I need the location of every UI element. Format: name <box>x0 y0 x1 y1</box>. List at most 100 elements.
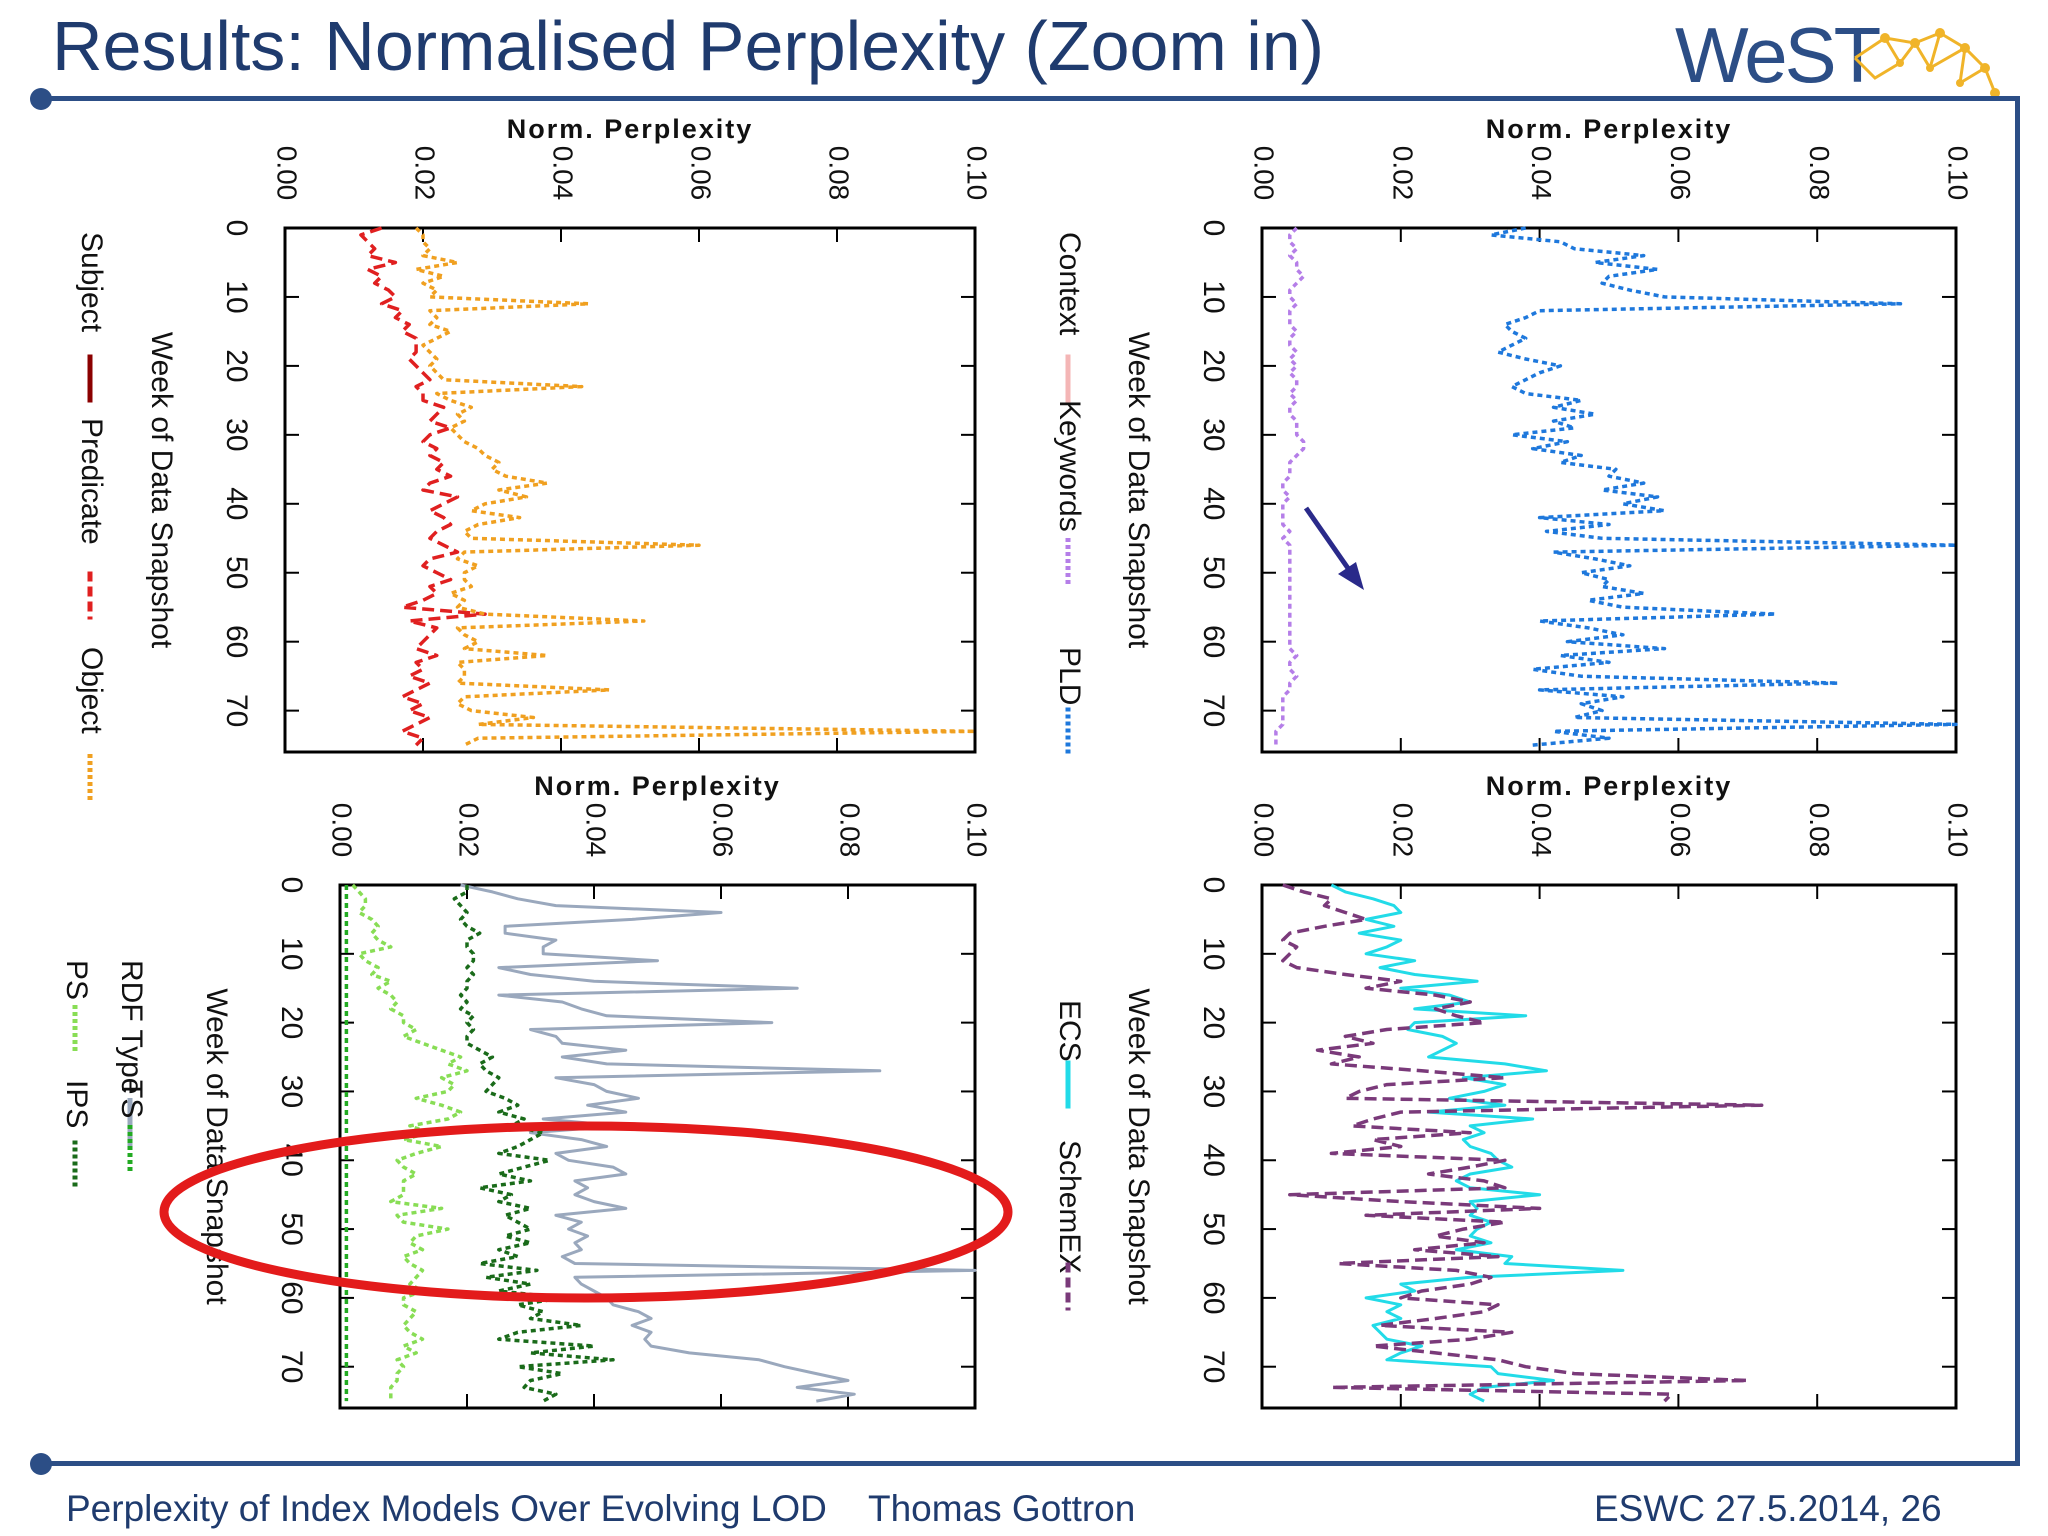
arrow-shaft <box>1303 506 1355 576</box>
legend-label: ECS <box>1053 1000 1086 1062</box>
west-logo: WeST <box>1675 8 2005 108</box>
value-tick-label: 0.04 <box>1526 803 1557 858</box>
week-tick-label: 30 <box>1197 1075 1230 1108</box>
bottom-rule <box>40 1461 2020 1466</box>
footer-author: Thomas Gottron <box>868 1488 1136 1529</box>
week-tick-label: 10 <box>1197 280 1230 313</box>
week-tick-label: 60 <box>1197 1281 1230 1314</box>
value-tick-label: 0.00 <box>272 146 303 201</box>
footer-talk-title: Perplexity of Index Models Over Evolving… <box>66 1488 827 1529</box>
week-tick-label: 70 <box>1197 1350 1230 1383</box>
week-tick-label: 70 <box>220 694 253 727</box>
annotation-arrow <box>1303 506 1364 590</box>
week-tick-label: 40 <box>1197 1144 1230 1177</box>
week-tick-label: 0 <box>1197 877 1230 894</box>
week-tick-label: 20 <box>1197 1006 1230 1039</box>
week-tick-label: 40 <box>1197 487 1230 520</box>
week-tick-label: 50 <box>275 1212 308 1245</box>
axis-title-value: Norm. Perplexity <box>1486 114 1733 144</box>
value-tick-label: 0.06 <box>686 146 717 201</box>
series-rdf-type <box>460 883 977 1403</box>
chart-top-left: Norm. Perplexity 0.00 0.02 0.04 0.06 0.08 0.10… <box>75 114 993 802</box>
value-tick-label: 0.10 <box>962 803 993 858</box>
legend-label: Context <box>1053 232 1086 336</box>
week-tick-label: 50 <box>1197 556 1230 589</box>
legend-label: RDF Type <box>115 960 148 1095</box>
series-ecs <box>1330 883 1625 1403</box>
legend-label: Object <box>75 647 108 734</box>
arrow-head <box>1338 562 1364 590</box>
week-tick-label: 30 <box>1197 418 1230 451</box>
legend-label: Predicate <box>75 418 108 545</box>
axis-title-value: Norm. Perplexity <box>507 114 754 144</box>
week-tick-label: 0 <box>275 877 308 894</box>
value-tick-label: 0.06 <box>708 803 739 858</box>
value-tick-label: 0.06 <box>1665 803 1696 858</box>
right-rule <box>2015 96 2020 1466</box>
value-tick-label: 0.00 <box>327 803 358 858</box>
series-ips <box>452 885 615 1403</box>
series-object <box>414 226 977 747</box>
axis-title-week: Week of Data Snapshot <box>1122 332 1155 649</box>
bottom-rule-dot <box>30 1453 52 1475</box>
value-tick-label: 0.10 <box>962 146 993 201</box>
series-schemex <box>1281 883 1764 1403</box>
week-tick-label: 60 <box>275 1281 308 1314</box>
week-tick-label: 70 <box>1197 694 1230 727</box>
logo-text: WeST <box>1675 11 1881 99</box>
top-rule <box>40 96 2020 101</box>
week-tick-label: 70 <box>275 1350 308 1383</box>
week-tick-label: 20 <box>1197 349 1230 382</box>
axis-title-week: Week of Data Snapshot <box>1122 988 1155 1305</box>
week-tick-label: 10 <box>275 937 308 970</box>
value-tick-label: 0.02 <box>1387 146 1418 201</box>
value-tick-label: 0.00 <box>1249 803 1280 858</box>
network-graphic-icon <box>1853 28 2000 98</box>
value-tick-label: 0.08 <box>1804 803 1835 858</box>
axis-title-week: Week of Data Snapshot <box>145 332 178 649</box>
week-tick-label: 40 <box>220 487 253 520</box>
plot-frame <box>1260 226 1958 754</box>
week-tick-label: 60 <box>220 625 253 658</box>
value-tick-label: 0.04 <box>548 146 579 201</box>
value-tick-label: 0.10 <box>1943 146 1974 201</box>
legend-label: Subject <box>75 232 108 333</box>
value-tick-label: 0.02 <box>1387 803 1418 858</box>
legend-label: PLD <box>1053 647 1086 705</box>
week-tick-label: 30 <box>220 418 253 451</box>
legend-label: TS <box>115 1080 148 1118</box>
legend-label: SchemEX <box>1053 1140 1086 1273</box>
week-tick-label: 50 <box>1197 1212 1230 1245</box>
axis-title-value: Norm. Perplexity <box>534 771 781 801</box>
week-tick-label: 60 <box>1197 625 1230 658</box>
legend-label: IPS <box>60 1080 93 1128</box>
series-predicate <box>359 226 487 747</box>
week-tick-label: 50 <box>220 556 253 589</box>
value-tick-label: 0.06 <box>1665 146 1696 201</box>
week-tick-label: 10 <box>220 280 253 313</box>
legend-label: PS <box>60 960 93 1000</box>
value-tick-label: 0.08 <box>824 146 855 201</box>
legend-label: Keywords <box>1053 400 1086 532</box>
week-tick-label: 20 <box>275 1006 308 1039</box>
series-ps <box>351 883 469 1402</box>
chart-bottom-right: Norm. Perplexity 0.00 0.02 0.04 0.06 0.08 0.10… <box>1053 771 1974 1410</box>
value-tick-label: 0.08 <box>835 803 866 858</box>
value-tick-label: 0.02 <box>410 146 441 201</box>
axis-title-value: Norm. Perplexity <box>1486 771 1733 801</box>
value-tick-label: 0.02 <box>454 803 485 858</box>
value-tick-label: 0.04 <box>581 803 612 858</box>
top-rule-dot <box>30 88 52 110</box>
highlight-ellipse <box>159 1121 1013 1303</box>
chart-bottom-left: Norm. Perplexity 0.00 0.02 0.04 0.06 0.08 0.10… <box>60 771 993 1410</box>
chart-top-right: Norm. Perplexity 0.00 0.02 0.04 0.06 0.08 0.10… <box>1053 114 1974 756</box>
week-tick-label: 0 <box>1197 220 1230 237</box>
series-pld <box>1489 226 1958 747</box>
slide-title: Results: Normalised Perplexity (Zoom in) <box>52 7 1325 85</box>
value-tick-label: 0.10 <box>1943 803 1974 858</box>
plot-frame <box>1260 883 1958 1410</box>
week-tick-label: 30 <box>275 1075 308 1108</box>
week-tick-label: 20 <box>220 349 253 382</box>
series-keywords <box>1274 226 1306 746</box>
